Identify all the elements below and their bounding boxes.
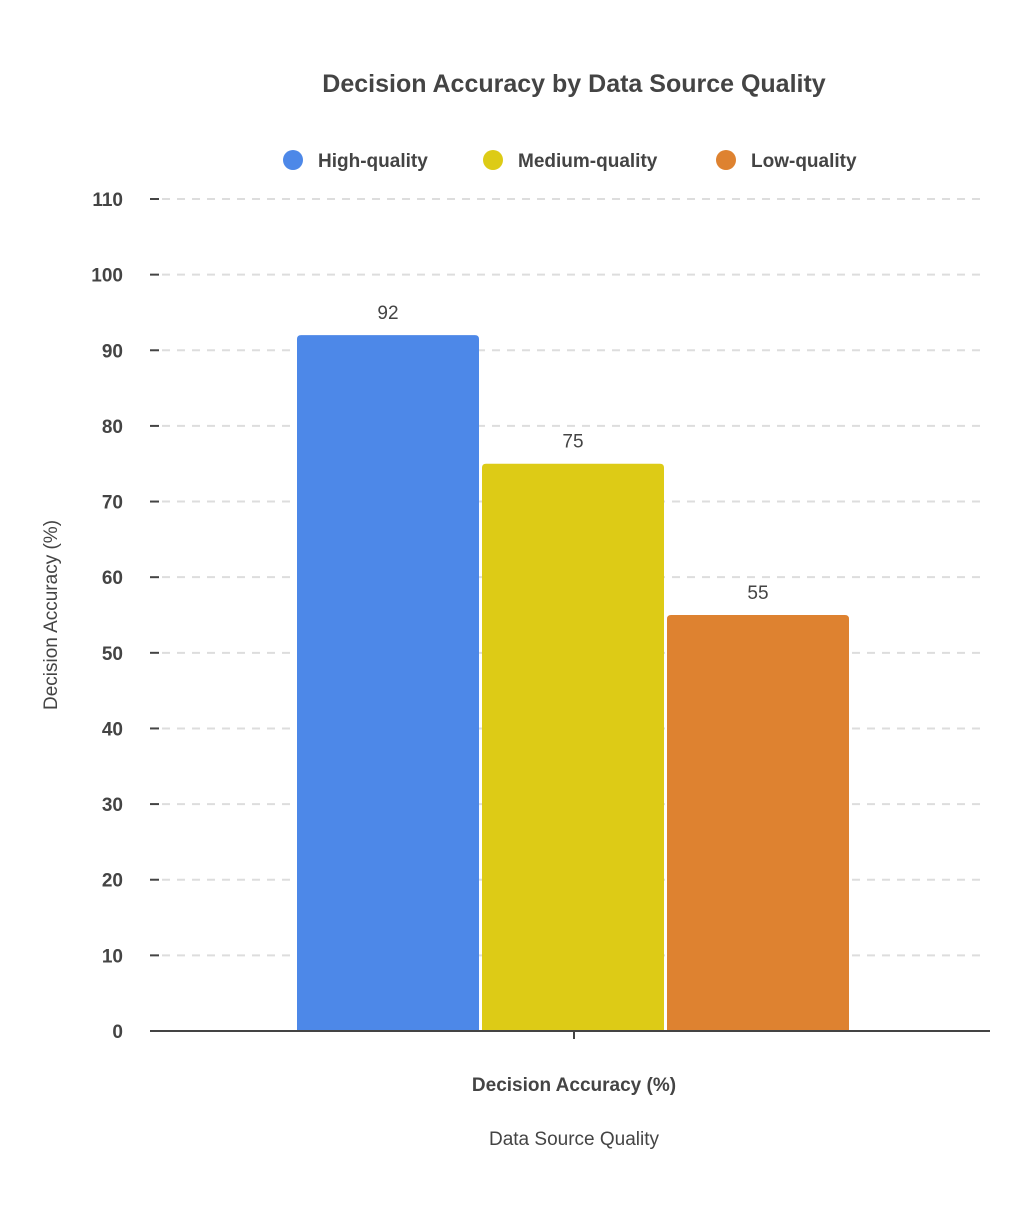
bar-low-quality [667, 615, 849, 1031]
y-tick-label: 50 [102, 644, 123, 665]
y-tick-label: 60 [102, 568, 123, 589]
y-tick-label: 10 [102, 946, 123, 967]
category-label: Decision Accuracy (%) [472, 1075, 676, 1096]
legend-marker [283, 150, 303, 170]
legend-label: Medium-quality [518, 151, 658, 172]
legend-label: Low-quality [751, 151, 857, 172]
bar-high-quality [297, 335, 479, 1031]
y-tick-label: 70 [102, 493, 123, 514]
legend: High-quality Medium-quality Low-quality [283, 150, 857, 172]
y-tick-label: 0 [112, 1022, 123, 1043]
y-tick-label: 90 [102, 341, 123, 362]
y-axis: 0 10 20 30 40 50 60 70 80 90 100 110 [91, 190, 159, 1043]
y-tick-label: 100 [91, 266, 123, 287]
y-tick-label: 80 [102, 417, 123, 438]
bar-medium-quality [482, 463, 664, 1031]
x-axis-title: Data Source Quality [489, 1129, 660, 1150]
y-tick-label: 20 [102, 871, 123, 892]
data-label: 92 [377, 303, 398, 324]
legend-marker [716, 150, 736, 170]
data-label: 55 [747, 583, 768, 604]
bars: 92 75 55 [297, 303, 849, 1031]
y-axis-title: Decision Accuracy (%) [41, 520, 62, 710]
y-tick-label: 40 [102, 719, 123, 740]
legend-marker [483, 150, 503, 170]
chart-title: Decision Accuracy by Data Source Quality [322, 70, 826, 98]
data-label: 75 [562, 432, 583, 453]
y-tick-label: 110 [92, 190, 123, 211]
legend-label: High-quality [318, 151, 428, 172]
y-tick-label: 30 [102, 795, 123, 816]
